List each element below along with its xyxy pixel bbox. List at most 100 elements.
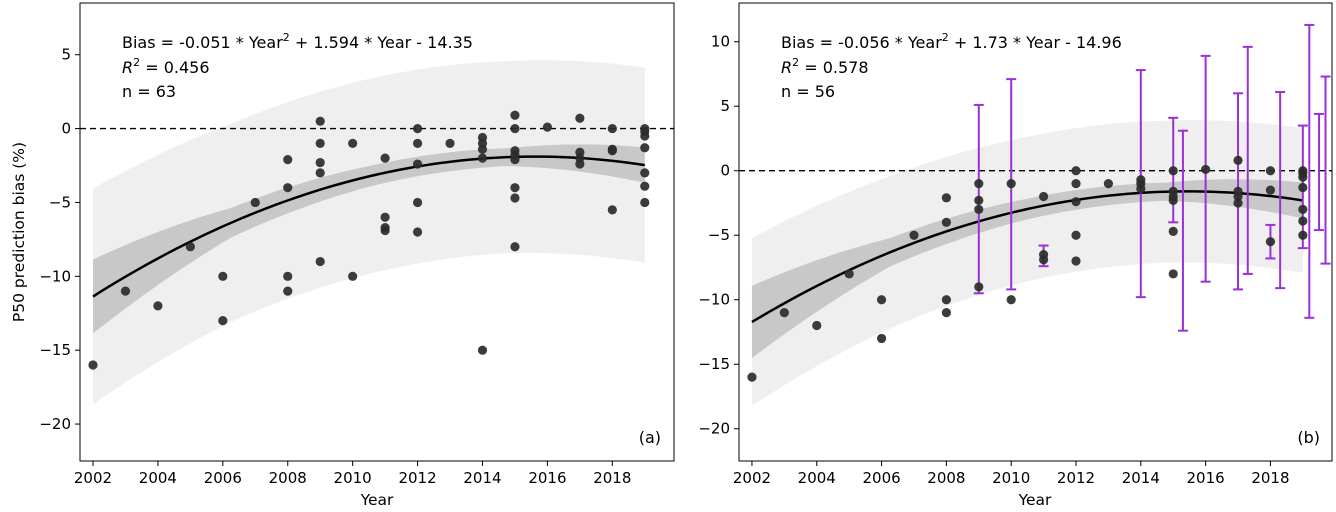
data-point — [315, 256, 325, 267]
data-point — [1071, 179, 1081, 189]
confidence-interval-band — [92, 144, 645, 334]
data-point — [283, 155, 293, 165]
plot-frame — [738, 2, 1333, 462]
data-point — [876, 295, 887, 305]
data-points — [747, 155, 1308, 382]
data-point — [283, 286, 293, 296]
x-tick-label: 2016 — [528, 469, 566, 487]
data-point — [380, 153, 390, 163]
data-points — [88, 110, 650, 370]
data-point — [1006, 179, 1016, 189]
data-point — [575, 159, 585, 169]
regression-equation: Bias = -0.051 * Year2 + 1.594 * Year - 1… — [122, 31, 473, 52]
y-tick-label: 5 — [61, 46, 71, 64]
confidence-bands — [751, 120, 1303, 406]
data-point — [218, 271, 228, 281]
x-axis-ticks: 2002 2004 2006 2008 2010 2012 2014 2016 2018 — [733, 461, 1290, 487]
data-point — [315, 138, 325, 148]
data-point — [1298, 216, 1308, 226]
data-point — [510, 155, 520, 165]
error-bar — [1275, 91, 1286, 290]
x-tick-label: 2010 — [334, 469, 372, 487]
data-point — [974, 204, 984, 215]
error-bar — [1242, 45, 1253, 275]
chart-panel-a: 2002 2004 2006 2008 2010 2012 2014 2016 2018 5 0 −… — [10, 2, 675, 509]
data-point — [283, 271, 293, 281]
data-point — [941, 193, 951, 203]
x-tick-label: 2010 — [992, 469, 1030, 487]
data-point — [1233, 198, 1243, 208]
data-point — [120, 286, 131, 296]
plot-frame — [79, 2, 675, 462]
data-point — [477, 144, 488, 154]
x-tick-label: 2018 — [1251, 469, 1289, 487]
sample-size-label: n = 56 — [781, 82, 835, 101]
data-point — [315, 168, 325, 178]
x-tick-label: 2002 — [74, 469, 112, 487]
data-point — [747, 372, 757, 382]
data-point — [1071, 230, 1081, 240]
data-point — [779, 308, 789, 318]
y-tick-label: −5 — [49, 193, 71, 211]
data-point — [607, 205, 617, 215]
data-point — [640, 143, 650, 153]
data-point — [575, 113, 585, 123]
y-tick-label: 0 — [720, 162, 730, 180]
data-point — [1168, 226, 1178, 236]
data-point — [941, 308, 951, 318]
data-point — [1233, 191, 1243, 202]
y-tick-label: −5 — [708, 226, 730, 244]
sample-size-label: n = 63 — [122, 82, 176, 101]
data-point — [348, 271, 358, 281]
x-tick-label: 2008 — [927, 469, 965, 487]
x-axis-label: Year — [1018, 491, 1052, 509]
data-point — [380, 225, 390, 236]
data-point — [412, 138, 423, 148]
data-point — [876, 333, 887, 344]
data-point — [1168, 269, 1178, 279]
data-point — [185, 242, 195, 252]
data-point — [510, 110, 520, 120]
error-bar — [1177, 129, 1188, 332]
x-tick-label: 2014 — [1122, 469, 1160, 487]
error-bar — [1314, 112, 1325, 232]
data-point — [607, 123, 617, 134]
data-point — [1265, 237, 1276, 247]
data-point — [607, 146, 617, 156]
data-point — [1265, 166, 1276, 176]
x-tick-label: 2004 — [798, 469, 836, 487]
y-axis-ticks: 10 5 0 −5 −10 −15 −20 — [698, 33, 739, 438]
data-point — [542, 122, 553, 132]
data-point — [477, 153, 488, 163]
x-tick-label: 2006 — [204, 469, 242, 487]
data-point — [941, 217, 951, 227]
data-point — [1298, 172, 1308, 182]
data-point — [315, 157, 325, 168]
r-squared-label: R2 = 0.578 — [781, 56, 869, 77]
y-tick-label: 10 — [711, 33, 730, 51]
data-point — [844, 269, 854, 279]
data-point — [1039, 191, 1049, 202]
data-point — [348, 138, 358, 148]
data-point — [1071, 197, 1081, 207]
x-tick-label: 2018 — [593, 469, 631, 487]
x-tick-label: 2012 — [398, 469, 436, 487]
data-point — [1006, 295, 1016, 305]
panel-label: (a) — [639, 428, 661, 447]
data-point — [1168, 195, 1178, 205]
data-point — [812, 320, 822, 331]
regression-equation: Bias = -0.056 * Year2 + 1.73 * Year - 14… — [781, 31, 1122, 52]
data-point — [1265, 185, 1276, 195]
fit-curve — [92, 155, 645, 298]
confidence-bands — [92, 60, 645, 405]
y-tick-label: 5 — [720, 97, 730, 115]
data-point — [412, 197, 423, 208]
data-point — [1298, 182, 1308, 193]
data-point — [412, 123, 423, 134]
panel-label: (b) — [1297, 428, 1320, 447]
data-point — [1136, 184, 1146, 194]
data-point — [510, 193, 520, 203]
data-point — [941, 295, 951, 305]
data-point — [974, 282, 984, 292]
